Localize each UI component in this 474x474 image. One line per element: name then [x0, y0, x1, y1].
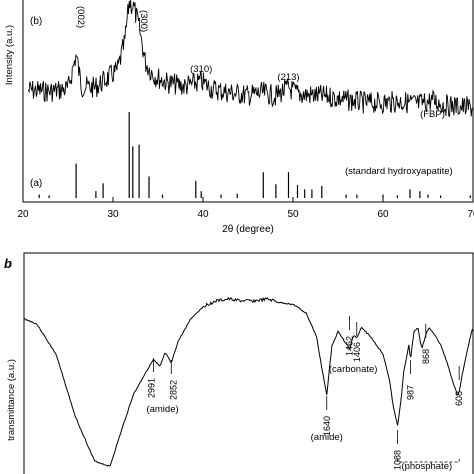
ftir-group-label-4: (amide) [311, 432, 343, 443]
ftir-band-label-868: 868 [421, 349, 431, 364]
xrd-annotation-0: (002) [75, 6, 86, 28]
xrd-series-label-b: (b) [30, 16, 42, 27]
xrd-tick-label-30: 30 [107, 209, 119, 220]
ftir-group-label-7: (carbonate) [329, 364, 378, 375]
ftir-phosphate-bracket [397, 459, 460, 463]
xrd-pattern-line [27, 0, 473, 117]
xrd-annotation-1: (300) [138, 10, 149, 32]
ftir-band-annotations: 2991 2852(amide)1640(amide)14621406(carbo… [146, 316, 464, 472]
ftir-band-label-1640: 1640 [322, 416, 332, 436]
xrd-panel: 20 30 40 50 60 70 (002) (300) (310) (213) (FBP) (… [4, 0, 474, 235]
ftir-band-label-608: 608 [454, 391, 464, 406]
xrd-annotation-2: (310) [190, 64, 212, 75]
xrd-series-label-a: (a) [30, 178, 42, 189]
xrd-standard-sticks [38, 112, 471, 198]
ftir-group-label-2: (amide) [146, 404, 178, 415]
xrd-annotation-3: (213) [277, 72, 299, 83]
ftir-band-label-1406: 1406 [352, 342, 362, 362]
xrd-tick-label-50: 50 [287, 209, 299, 220]
xrd-x-ticks: 20 30 40 50 60 70 [17, 197, 474, 220]
ftir-spectrum-line [23, 296, 473, 467]
ftir-panel: b 2991 2852(amide)1640(amide)14621406(car… [4, 252, 474, 474]
ftir-band-label-2991: 2991 [146, 378, 156, 398]
ftir-band-label-2852: 2852 [168, 380, 178, 400]
xrd-x-axis-label: 2θ (degree) [222, 224, 274, 235]
ftir-y-axis-label: transmittance (a.u.) [6, 359, 17, 441]
xrd-peak-annotations: (002) (300) (310) (213) (FBP) [75, 6, 445, 120]
xrd-tick-label-20: 20 [17, 209, 29, 220]
xrd-standard-label: (standard hydroxyapatite) [345, 166, 453, 177]
xrd-y-axis-label: Intensity (a.u.) [4, 25, 15, 85]
ftir-band-label-987: 987 [406, 385, 416, 400]
ftir-panel-label: b [4, 256, 12, 271]
ftir-plot-frame [23, 252, 474, 474]
ftir-band-label-1462: 1462 [345, 336, 355, 356]
xrd-tick-label-70: 70 [467, 209, 474, 220]
xrd-annotation-4: (FBP) [420, 109, 445, 120]
ftir-group-label-12: (phosphate) [401, 461, 452, 472]
xrd-tick-label-40: 40 [197, 209, 209, 220]
xrd-plot-frame [22, 0, 474, 203]
xrd-tick-label-60: 60 [377, 209, 389, 220]
